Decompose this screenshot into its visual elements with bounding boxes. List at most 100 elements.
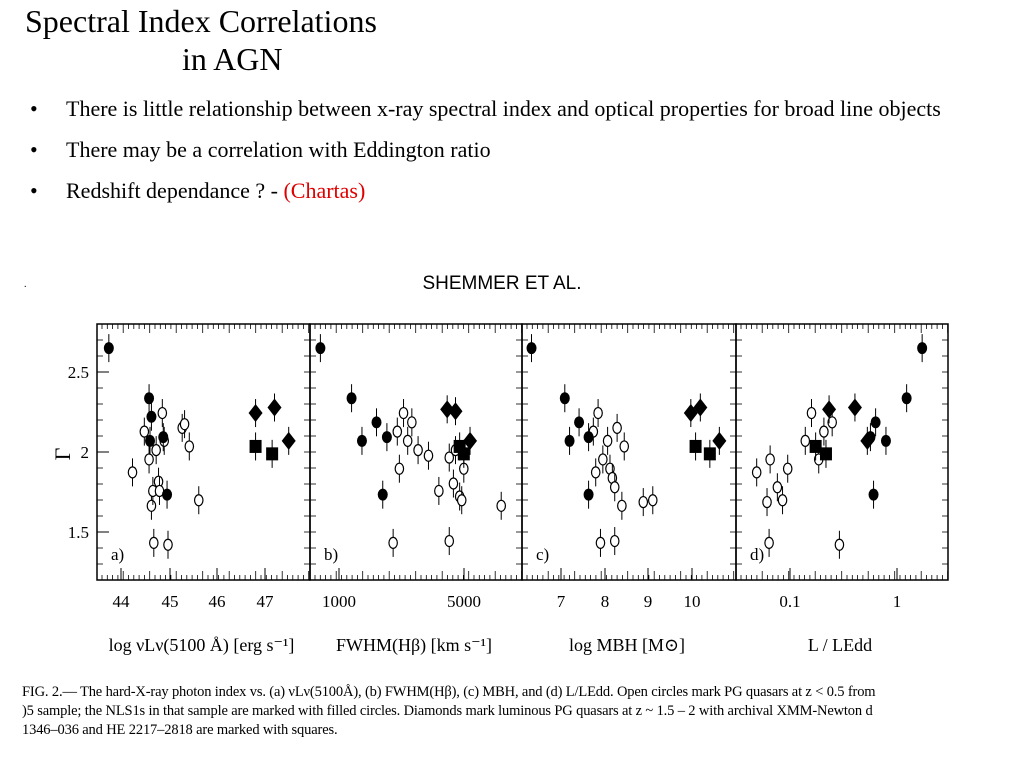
figure: SHEMMER ET AL. Γ 1.5 2 2.5 44 45 46 47 a) log νL… bbox=[50, 273, 949, 656]
point-open-circle bbox=[179, 418, 190, 431]
point-filled-circle bbox=[371, 416, 382, 429]
point-open-circle bbox=[777, 494, 788, 507]
point-filled-circle bbox=[162, 488, 173, 501]
point-filled-circle bbox=[346, 392, 357, 405]
point-open-circle bbox=[146, 499, 157, 512]
point-open-circle bbox=[827, 416, 837, 429]
caption-line: )5 sample; the NLS1s in that sample are … bbox=[22, 703, 873, 719]
point-filled-square bbox=[689, 439, 702, 453]
point-filled-square bbox=[249, 439, 262, 453]
x-tick-label: 1 bbox=[893, 592, 902, 611]
point-filled-diamond bbox=[712, 431, 727, 450]
bullet-dot-icon: • bbox=[30, 96, 38, 121]
point-filled-circle bbox=[574, 416, 585, 429]
point-open-circle bbox=[593, 406, 603, 420]
point-filled-square bbox=[266, 447, 279, 461]
point-open-circle bbox=[590, 466, 601, 479]
point-filled-circle bbox=[145, 434, 156, 447]
x-axis-label: log MBH [M⊙] bbox=[569, 635, 685, 655]
point-open-circle bbox=[394, 462, 405, 475]
point-filled-diamond bbox=[448, 402, 463, 421]
point-open-circle bbox=[392, 425, 403, 438]
point-open-circle bbox=[423, 449, 434, 462]
point-open-circle bbox=[402, 434, 413, 447]
point-open-circle bbox=[619, 440, 630, 453]
point-open-circle bbox=[193, 494, 204, 507]
y-tick-label: 2.5 bbox=[68, 363, 89, 382]
point-filled-circle bbox=[377, 488, 388, 501]
panel-label: b) bbox=[324, 545, 338, 564]
slide-title-line-2: in AGN bbox=[182, 41, 283, 77]
point-filled-diamond bbox=[267, 398, 282, 417]
x-tick-label: 47 bbox=[257, 592, 275, 611]
bullet-dot-icon: • bbox=[30, 137, 38, 162]
point-open-circle bbox=[127, 466, 138, 479]
point-open-circle bbox=[595, 536, 606, 549]
point-filled-circle bbox=[901, 392, 912, 405]
point-open-circle bbox=[151, 444, 161, 457]
x-axis-label: FWHM(Hβ) [km s⁻¹] bbox=[336, 635, 492, 656]
point-filled-circle bbox=[144, 392, 155, 405]
point-open-circle bbox=[617, 499, 627, 512]
point-open-circle bbox=[139, 425, 150, 438]
point-open-circle bbox=[149, 536, 159, 549]
point-filled-circle bbox=[103, 342, 114, 355]
point-open-circle bbox=[765, 453, 775, 466]
point-filled-square bbox=[457, 447, 470, 461]
point-filled-circle bbox=[564, 434, 575, 447]
caption-line: 1346–036 and HE 2217–2818 are marked wit… bbox=[22, 722, 338, 738]
point-open-circle bbox=[751, 466, 762, 479]
point-filled-diamond bbox=[683, 404, 698, 423]
point-filled-diamond bbox=[847, 398, 862, 417]
panel-label: d) bbox=[750, 545, 764, 564]
bullet-dot-icon: • bbox=[30, 178, 38, 203]
point-filled-circle bbox=[870, 416, 881, 429]
stray-dot: . bbox=[24, 279, 27, 290]
point-open-circle bbox=[782, 462, 793, 475]
citation-chartas[interactable]: (Chartas) bbox=[283, 178, 366, 203]
caption-line: FIG. 2.— The hard-X-ray photon index vs.… bbox=[22, 684, 876, 700]
point-filled-square bbox=[819, 447, 832, 461]
point-filled-diamond bbox=[463, 431, 478, 450]
slide-title: Spectral Index Correlations in AGN bbox=[25, 2, 377, 78]
bullet-text: Redshift dependance ? - bbox=[66, 178, 284, 203]
point-open-circle bbox=[448, 477, 459, 490]
panel-label: c) bbox=[536, 545, 549, 564]
point-open-circle bbox=[762, 495, 772, 509]
point-filled-circle bbox=[356, 434, 367, 447]
figure-caption: FIG. 2.— The hard-X-ray photon index vs.… bbox=[22, 683, 1022, 763]
y-tick-label: 1.5 bbox=[68, 523, 89, 542]
point-open-circle bbox=[398, 406, 409, 420]
point-open-circle bbox=[612, 421, 622, 434]
point-open-circle bbox=[444, 534, 455, 548]
bullet-text: There is little relationship between x-r… bbox=[66, 96, 941, 121]
point-open-circle bbox=[609, 534, 620, 548]
x-tick-label: 5000 bbox=[447, 592, 481, 611]
point-open-circle bbox=[163, 538, 173, 551]
point-open-circle bbox=[800, 434, 811, 447]
point-filled-circle bbox=[583, 488, 594, 501]
bullet-item: • There is little relationship between x-… bbox=[30, 92, 1000, 125]
point-filled-diamond bbox=[281, 431, 296, 450]
point-filled-circle bbox=[526, 342, 537, 355]
x-axis-label: log νLν(5100 Å) [erg s⁻¹] bbox=[109, 635, 295, 656]
x-tick-label: 44 bbox=[113, 592, 131, 611]
point-open-circle bbox=[834, 538, 845, 551]
point-filled-circle bbox=[559, 392, 570, 405]
point-filled-circle bbox=[158, 431, 169, 444]
point-filled-diamond bbox=[693, 398, 708, 417]
point-open-circle bbox=[434, 484, 444, 498]
point-filled-circle bbox=[146, 410, 157, 423]
point-open-circle bbox=[157, 406, 168, 420]
point-open-circle bbox=[764, 536, 774, 549]
point-open-circle bbox=[456, 494, 467, 507]
point-open-circle bbox=[388, 536, 398, 549]
x-tick-label: 45 bbox=[162, 592, 179, 611]
panels-group: 1.5 2 2.5 44 45 46 47 a) log νLν(5100 Å) [erg s⁻… bbox=[68, 323, 949, 656]
y-tick-label: 2 bbox=[81, 443, 90, 462]
point-open-circle bbox=[609, 481, 620, 494]
bullet-list: • There is little relationship between x-… bbox=[30, 92, 1000, 215]
x-axis-label: L / LEdd bbox=[808, 635, 872, 655]
point-open-circle bbox=[407, 416, 417, 429]
point-open-circle bbox=[638, 495, 649, 509]
